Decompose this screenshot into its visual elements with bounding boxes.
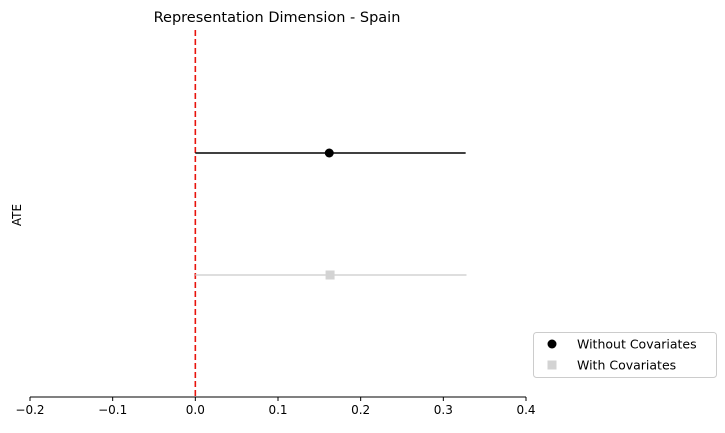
legend-marker [547,339,557,349]
point-estimate-marker [325,270,335,280]
series-group [195,148,467,280]
legend-label: With Covariates [577,358,676,373]
point-estimate-marker [324,148,334,158]
x-tick-label: 0.2 [351,403,370,417]
legend-marker [547,360,557,370]
x-tick-label: 0.4 [516,403,535,417]
x-tick-label: 0.1 [268,403,287,417]
plot-area: −0.2 −0.1 0.0 0.1 0.2 0.3 0.4 [15,30,536,417]
x-tick-label: −0.2 [15,403,44,417]
y-axis-label: ATE [10,204,24,226]
chart-title: Representation Dimension - Spain [154,10,401,26]
legend: Without Covariates With Covariates [533,332,717,378]
legend-items: Without Covariates With Covariates [547,337,697,373]
x-ticks: −0.2 −0.1 0.0 0.1 0.2 0.3 0.4 [15,397,536,417]
legend-frame [533,332,717,378]
legend-label: Without Covariates [577,337,697,352]
x-tick-label: 0.0 [186,403,205,417]
x-tick-label: 0.3 [434,403,453,417]
x-tick-label: −0.1 [98,403,127,417]
